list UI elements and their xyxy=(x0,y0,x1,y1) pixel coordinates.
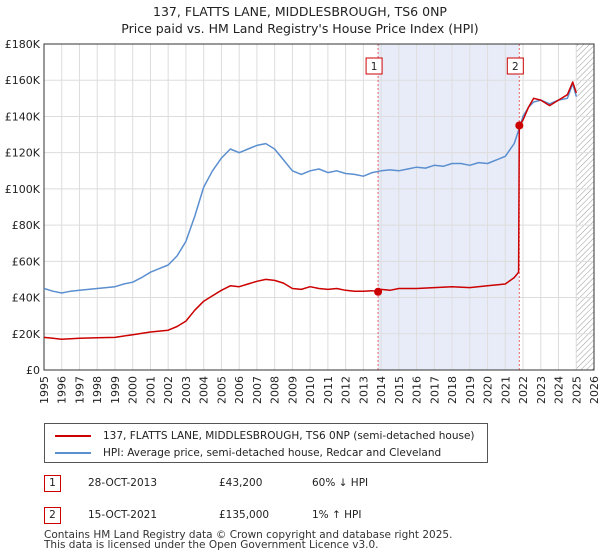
footer-licence: This data is licensed under the Open Gov… xyxy=(44,539,379,551)
x-tick-label: 2017 xyxy=(428,376,441,404)
chart-title-line: 137, FLATTS LANE, MIDDLESBROUGH, TS6 0NP xyxy=(153,4,447,19)
x-tick-label: 2013 xyxy=(357,376,370,404)
legend-item-property: 137, FLATTS LANE, MIDDLESBROUGH, TS6 0NP… xyxy=(55,427,475,445)
x-tick-label: 2020 xyxy=(482,376,495,404)
plot-frame xyxy=(43,43,595,371)
x-tick-label: 2009 xyxy=(286,376,299,404)
price-chart: £0 £20K £40K £60K £80K £100K £120K £140K £160K £1… xyxy=(5,38,600,404)
x-tick-label: 2011 xyxy=(322,376,335,404)
legend-swatch-property xyxy=(55,435,91,437)
future-hatch xyxy=(576,44,594,370)
x-tick-label: 2026 xyxy=(588,376,600,404)
x-tick-label: 1996 xyxy=(56,376,69,404)
legend: 137, FLATTS LANE, MIDDLESBROUGH, TS6 0NP… xyxy=(44,423,488,463)
sale-point xyxy=(374,287,383,296)
x-tick-label: 2003 xyxy=(180,376,193,404)
y-tick-label: £0 xyxy=(26,364,40,377)
x-tick-label: 2016 xyxy=(411,376,424,404)
y-tick-label: £100K xyxy=(5,183,41,196)
sale-hpi-change: 1% ↑ HPI xyxy=(312,509,362,521)
x-tick-label: 2010 xyxy=(304,376,317,404)
y-tick-label: £80K xyxy=(12,219,41,232)
legend-item-hpi: HPI: Average price, semi-detached house,… xyxy=(55,444,441,462)
y-tick-label: £140K xyxy=(5,110,41,123)
x-tick-label: 1998 xyxy=(91,376,104,404)
legend-label-hpi: HPI: Average price, semi-detached house,… xyxy=(103,447,442,459)
sale-marker-badge: 2 xyxy=(44,507,61,524)
x-tick-label: 2024 xyxy=(553,376,566,404)
x-tick-label: 2002 xyxy=(162,376,175,404)
x-tick-label: 1997 xyxy=(73,376,86,404)
y-tick-label: £160K xyxy=(5,74,41,87)
x-tick-label: 2007 xyxy=(251,376,264,404)
chart-subtitle: Price paid vs. HM Land Registry's House … xyxy=(121,21,479,36)
legend-label-property: 137, FLATTS LANE, MIDDLESBROUGH, TS6 0NP… xyxy=(103,430,475,442)
sale-marker-label: 1 xyxy=(371,61,378,73)
sale-marker-badge: 1 xyxy=(44,475,61,492)
x-tick-label: 2008 xyxy=(269,376,282,404)
chart-title: 137, FLATTS LANE, MIDDLESBROUGH, TS6 0NP… xyxy=(0,3,600,37)
sale-marker-label: 2 xyxy=(512,61,519,73)
y-tick-label: £40K xyxy=(12,292,41,305)
x-tick-label: 2000 xyxy=(127,376,140,404)
series-line-property xyxy=(43,81,578,340)
sale-point xyxy=(515,121,524,130)
y-tick-label: £120K xyxy=(5,147,41,160)
sale-price: £135,000 xyxy=(219,509,270,521)
x-tick-label: 2012 xyxy=(340,376,353,404)
sale-row: 2 15-OCT-2021 £135,000 1% ↑ HPI xyxy=(44,507,564,527)
sale-price: £43,200 xyxy=(219,477,263,489)
x-tick-label: 2001 xyxy=(144,376,157,404)
y-tick-label: £180K xyxy=(5,38,41,51)
sale-marker-box xyxy=(506,57,524,75)
x-tick-label: 2018 xyxy=(446,376,459,404)
sale-row: 1 28-OCT-2013 £43,200 60% ↓ HPI xyxy=(44,475,564,495)
sale-date: 15-OCT-2021 xyxy=(88,509,157,521)
x-tick-label: 2006 xyxy=(233,376,246,404)
x-tick-label: 2025 xyxy=(570,376,583,404)
footer: Contains HM Land Registry data © Crown c… xyxy=(44,529,453,551)
x-tick-label: 2022 xyxy=(517,376,530,404)
y-tick-label: £60K xyxy=(12,255,41,268)
x-tick-label: 2004 xyxy=(198,376,211,404)
x-tick-label: 1995 xyxy=(38,376,51,404)
x-tick-label: 2014 xyxy=(375,376,388,404)
ownership-shade xyxy=(378,44,520,370)
sale-date: 28-OCT-2013 xyxy=(88,477,157,489)
x-tick-label: 2019 xyxy=(464,376,477,404)
y-tick-label: £20K xyxy=(12,328,41,341)
sale-marker-box xyxy=(365,57,383,75)
footer-copyright: Contains HM Land Registry data © Crown c… xyxy=(44,529,453,541)
x-tick-label: 2005 xyxy=(215,376,228,404)
x-tick-label: 2023 xyxy=(535,376,548,404)
legend-swatch-hpi xyxy=(55,452,91,454)
x-tick-label: 2021 xyxy=(499,376,512,404)
series-line-hpi xyxy=(43,83,578,294)
x-tick-label: 1999 xyxy=(109,376,122,404)
sale-hpi-change: 60% ↓ HPI xyxy=(312,477,369,489)
x-tick-label: 2015 xyxy=(393,376,406,404)
